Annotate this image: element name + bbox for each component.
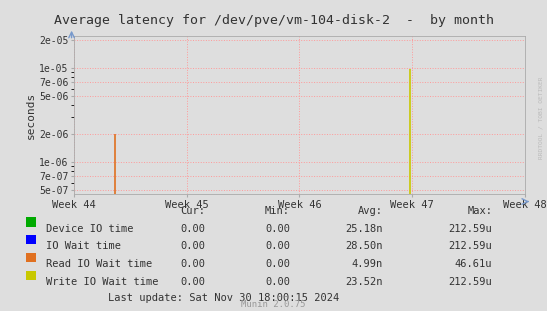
Text: Munin 2.0.75: Munin 2.0.75	[241, 299, 306, 309]
Text: 46.61u: 46.61u	[455, 259, 492, 269]
Text: 0.00: 0.00	[265, 224, 290, 234]
Text: Write IO Wait time: Write IO Wait time	[46, 277, 159, 287]
Text: IO Wait time: IO Wait time	[46, 241, 121, 251]
Text: 0.00: 0.00	[265, 259, 290, 269]
Text: 25.18n: 25.18n	[345, 224, 383, 234]
Text: Avg:: Avg:	[358, 206, 383, 216]
Text: 212.59u: 212.59u	[449, 277, 492, 287]
Text: Device IO time: Device IO time	[46, 224, 134, 234]
Y-axis label: seconds: seconds	[26, 91, 36, 139]
Text: Min:: Min:	[265, 206, 290, 216]
Text: 0.00: 0.00	[265, 277, 290, 287]
Text: 212.59u: 212.59u	[449, 241, 492, 251]
Text: Average latency for /dev/pve/vm-104-disk-2  -  by month: Average latency for /dev/pve/vm-104-disk…	[54, 14, 493, 27]
Text: Max:: Max:	[467, 206, 492, 216]
Text: Cur:: Cur:	[180, 206, 205, 216]
Text: 0.00: 0.00	[180, 224, 205, 234]
Text: 4.99n: 4.99n	[352, 259, 383, 269]
Text: 23.52n: 23.52n	[345, 277, 383, 287]
Text: 212.59u: 212.59u	[449, 224, 492, 234]
Text: 0.00: 0.00	[180, 259, 205, 269]
Text: Last update: Sat Nov 30 18:00:15 2024: Last update: Sat Nov 30 18:00:15 2024	[108, 293, 339, 303]
Text: 28.50n: 28.50n	[345, 241, 383, 251]
Text: RRDTOOL / TOBI OETIKER: RRDTOOL / TOBI OETIKER	[539, 77, 544, 160]
Text: 0.00: 0.00	[180, 241, 205, 251]
Text: 0.00: 0.00	[180, 277, 205, 287]
Text: Read IO Wait time: Read IO Wait time	[46, 259, 153, 269]
Text: 0.00: 0.00	[265, 241, 290, 251]
